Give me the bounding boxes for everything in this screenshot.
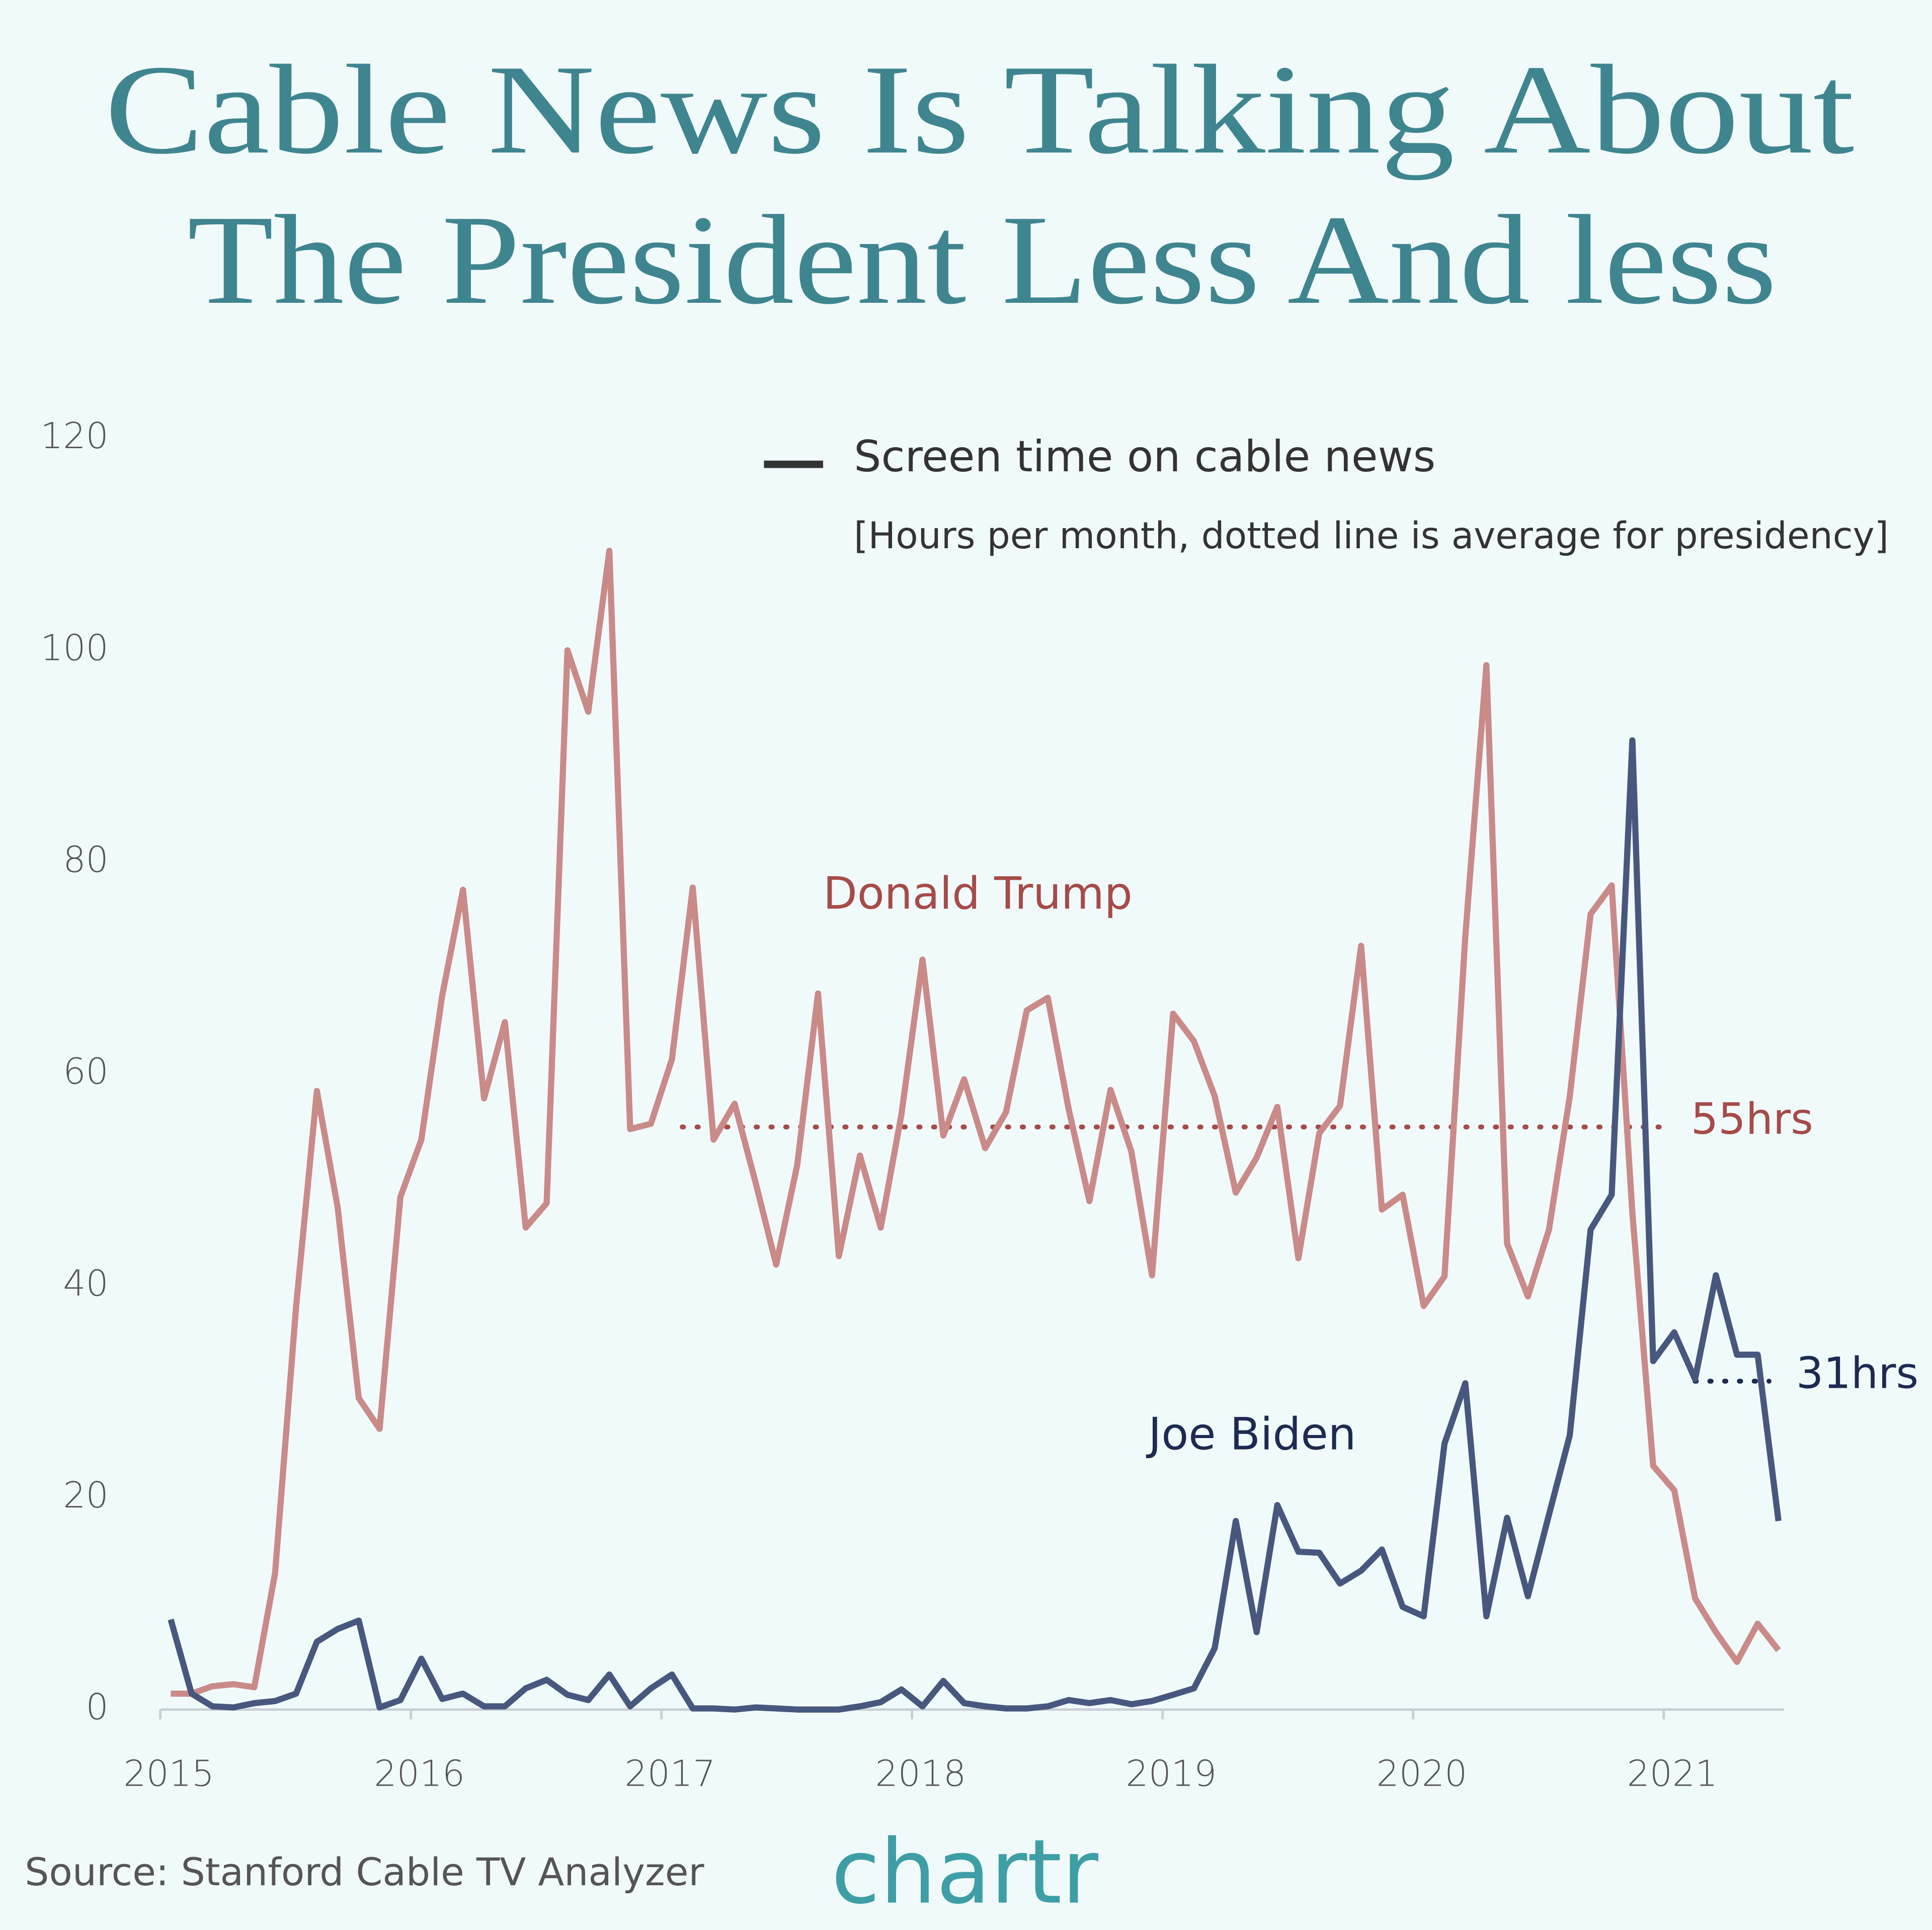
series-label: Donald Trump [823,868,1133,919]
average-label: 31hrs [1796,1349,1918,1399]
x-tick-label: 2015 [123,1752,214,1794]
chart-title: Cable News Is Talking About [105,39,1854,181]
series-label: Joe Biden [1146,1408,1356,1460]
y-tick-label: 20 [63,1474,108,1516]
x-tick-label: 2021 [1627,1752,1718,1794]
series-line [168,737,1782,1713]
chart-subtitle: [Hours per month, dotted line is average… [854,515,1889,557]
y-tick-label: 0 [86,1686,109,1728]
x-tick-label: 2017 [624,1752,715,1794]
brand: chartr [831,1820,1098,1923]
y-tick-label: 100 [40,627,109,668]
x-tick-label: 2019 [1126,1752,1217,1794]
y-tick-label: 80 [63,839,108,881]
y-tick-label: 120 [40,415,109,457]
series-line [171,547,1781,1697]
x-tick-label: 2018 [875,1752,967,1794]
x-tick-label: 2020 [1377,1752,1468,1794]
y-tick-label: 40 [63,1263,108,1304]
legend-label: Screen time on cable news [854,432,1435,482]
x-tick-label: 2016 [374,1752,465,1794]
y-tick-label: 60 [63,1051,108,1093]
source: Source: Stanford Cable TV Analyzer [25,1850,704,1894]
chart-title: The President Less And less [187,189,1777,331]
average-label: 55hrs [1691,1094,1813,1144]
